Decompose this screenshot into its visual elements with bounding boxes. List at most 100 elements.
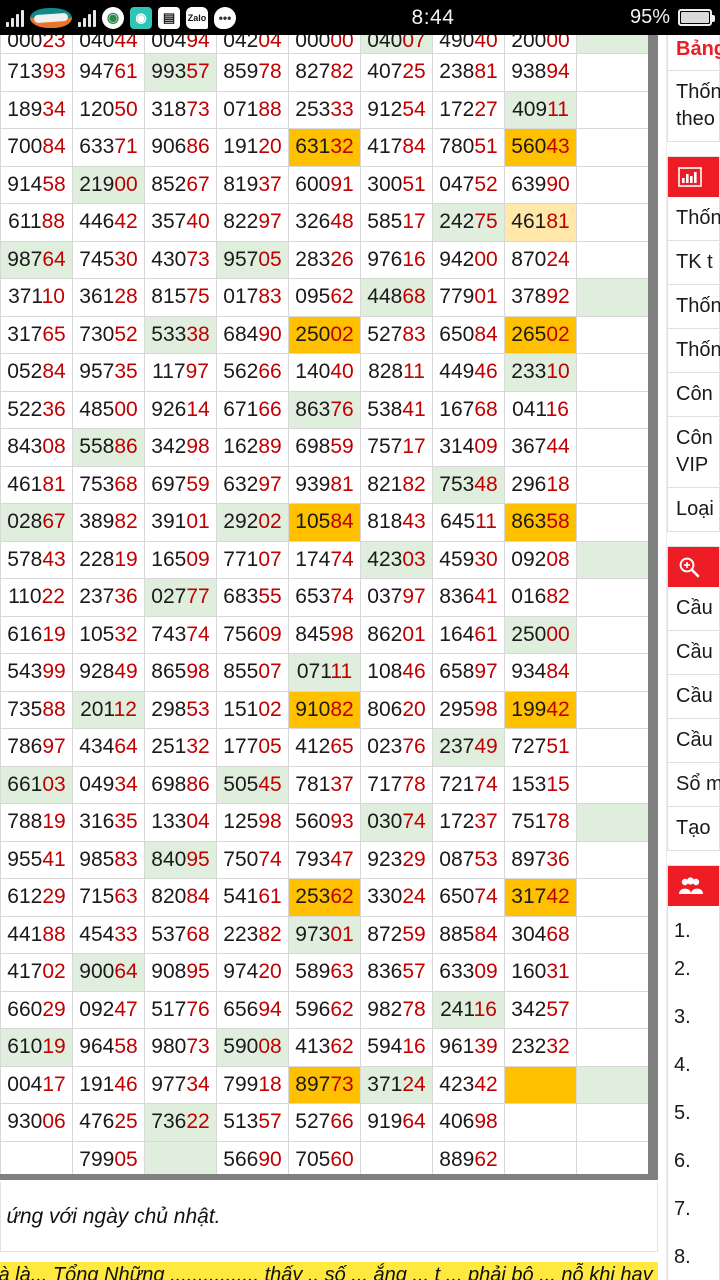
table-cell[interactable]: 85507	[216, 653, 289, 692]
table-cell[interactable]: 78051	[432, 128, 505, 167]
lottery-results-table-container[interactable]: 00023 04044 00494 04204 00000 04007 49040 20000…	[0, 28, 652, 1180]
table-cell[interactable]: 15315	[504, 765, 577, 804]
table-cell[interactable]: 86598	[144, 653, 217, 692]
table-cell[interactable]: 53768	[144, 915, 217, 954]
table-cell[interactable]	[576, 315, 649, 354]
table-cell[interactable]: 35740	[144, 203, 217, 242]
table-cell[interactable]: 97301	[288, 915, 361, 954]
table-cell[interactable]: 18934	[0, 90, 73, 129]
table-cell[interactable]: 84095	[144, 840, 217, 879]
table-cell[interactable]: 26502	[504, 315, 577, 354]
sidebar-item-tk-t[interactable]: TK t	[668, 241, 719, 285]
table-cell[interactable]: 65084	[432, 315, 505, 354]
sidebar-item-cau-1[interactable]: Cầu	[668, 587, 719, 631]
table-cell[interactable]: 63990	[504, 165, 577, 204]
table-cell[interactable]: 59416	[360, 1028, 433, 1067]
table-cell[interactable]: 83641	[432, 578, 505, 617]
table-cell[interactable]: 12050	[72, 90, 145, 129]
table-cell[interactable]: 98073	[144, 1028, 217, 1067]
table-cell[interactable]: 82811	[360, 353, 433, 392]
table-cell[interactable]: 29598	[432, 690, 505, 729]
sidebar-item-so-mo[interactable]: Sổ m	[668, 763, 720, 807]
table-cell[interactable]: 32648	[288, 203, 361, 242]
sidebar-item-cong-1[interactable]: Côn	[668, 373, 719, 417]
table-cell[interactable]: 24116	[432, 990, 505, 1029]
table-cell[interactable]: 37892	[504, 278, 577, 317]
table-cell[interactable]	[576, 840, 649, 879]
table-cell[interactable]: 59008	[216, 1028, 289, 1067]
table-cell[interactable]: 72174	[432, 765, 505, 804]
table-cell[interactable]: 79918	[216, 1065, 289, 1104]
table-cell[interactable]: 94761	[72, 53, 145, 92]
table-cell[interactable]: 48500	[72, 390, 145, 429]
table-cell[interactable]	[576, 765, 649, 804]
table-cell[interactable]: 54399	[0, 653, 73, 692]
table-cell[interactable]: 36128	[72, 278, 145, 317]
table-cell[interactable]: 70560	[288, 1140, 361, 1179]
table-cell[interactable]: 69759	[144, 465, 217, 504]
table-cell[interactable]: 17474	[288, 540, 361, 579]
table-cell[interactable]: 25002	[288, 315, 361, 354]
table-cell[interactable]	[576, 1065, 649, 1104]
table-cell[interactable]: 69859	[288, 428, 361, 467]
table-cell[interactable]: 43464	[72, 728, 145, 767]
sidebar-item-cau-3[interactable]: Cầu	[668, 675, 719, 719]
table-cell[interactable]: 88962	[432, 1140, 505, 1179]
community-list-item[interactable]: 4.	[674, 1054, 691, 1076]
table-cell[interactable]: 73622	[144, 1103, 217, 1142]
table-cell[interactable]	[504, 1140, 577, 1179]
table-cell[interactable]: 02376	[360, 728, 433, 767]
table-cell[interactable]: 31742	[504, 878, 577, 917]
table-cell[interactable]: 40911	[504, 90, 577, 129]
table-cell[interactable]: 86201	[360, 615, 433, 654]
table-cell[interactable]: 16461	[432, 615, 505, 654]
table-cell[interactable]: 31873	[144, 90, 217, 129]
table-cell[interactable]: 39101	[144, 503, 217, 542]
table-cell[interactable]: 90064	[72, 953, 145, 992]
table-cell[interactable]: 56043	[504, 128, 577, 167]
table-cell[interactable]: 82182	[360, 465, 433, 504]
table-cell[interactable]: 58963	[288, 953, 361, 992]
table-cell[interactable]	[576, 615, 649, 654]
table-cell[interactable]: 89773	[288, 1065, 361, 1104]
table-cell[interactable]: 56690	[216, 1140, 289, 1179]
table-cell[interactable]: 73052	[72, 315, 145, 354]
table-cell[interactable]: 86358	[504, 503, 577, 542]
table-cell[interactable]: 02777	[144, 578, 217, 617]
table-cell[interactable]: 71563	[72, 878, 145, 917]
table-cell[interactable]: 09208	[504, 540, 577, 579]
table-cell[interactable]: 17227	[432, 90, 505, 129]
table-cell[interactable]: 56266	[216, 353, 289, 392]
table-cell[interactable]: 78137	[288, 765, 361, 804]
table-cell[interactable]: 97420	[216, 953, 289, 992]
table-cell[interactable]: 72751	[504, 728, 577, 767]
table-cell[interactable]: 31635	[72, 803, 145, 842]
table-cell[interactable]: 53841	[360, 390, 433, 429]
table-cell[interactable]: 54161	[216, 878, 289, 917]
table-cell[interactable]: 30468	[504, 915, 577, 954]
table-cell[interactable]: 66029	[0, 990, 73, 1029]
table-cell[interactable]: 93484	[504, 653, 577, 692]
sidebar-item-cong-vip[interactable]: Côn VIP	[668, 417, 719, 488]
table-cell[interactable]: 95735	[72, 353, 145, 392]
table-cell[interactable]: 47625	[72, 1103, 145, 1142]
table-cell[interactable]	[576, 278, 649, 317]
table-cell[interactable]: 80620	[360, 690, 433, 729]
table-cell[interactable]: 69886	[144, 765, 217, 804]
table-cell[interactable]: 98583	[72, 840, 145, 879]
table-cell[interactable]: 98764	[0, 240, 73, 279]
table-cell[interactable]: 61019	[0, 1028, 73, 1067]
table-cell[interactable]: 79347	[288, 840, 361, 879]
table-cell[interactable]: 28326	[288, 240, 361, 279]
table-cell[interactable]: 98278	[360, 990, 433, 1029]
table-cell[interactable]: 04116	[504, 390, 577, 429]
table-cell[interactable]: 41265	[288, 728, 361, 767]
table-cell[interactable]: 53338	[144, 315, 217, 354]
sidebar-item-thong-ke-2[interactable]: Thống	[668, 285, 720, 329]
table-cell[interactable]: 17705	[216, 728, 289, 767]
table-cell[interactable]	[576, 53, 649, 92]
table-cell[interactable]: 41362	[288, 1028, 361, 1067]
table-cell[interactable]: 23749	[432, 728, 505, 767]
table-cell[interactable]: 16031	[504, 953, 577, 992]
table-cell[interactable]: 22819	[72, 540, 145, 579]
